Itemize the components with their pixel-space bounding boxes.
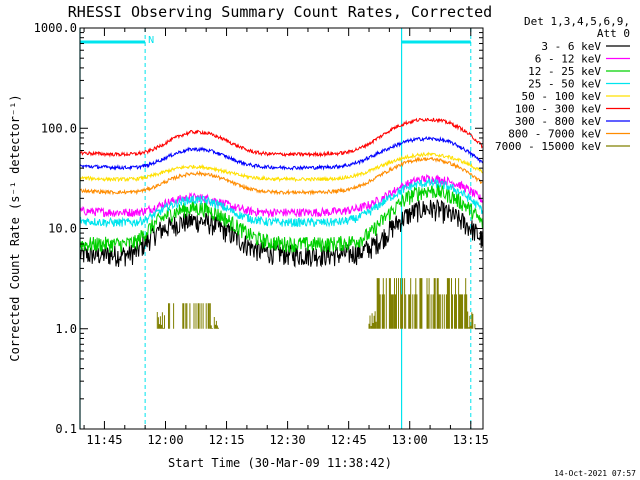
legend-entry: 12 - 25 keV bbox=[528, 65, 630, 78]
series-50-100-keV bbox=[79, 151, 483, 183]
plot-area: N 1000.0 100.0 10.0 1.0 0.1 11:45 12:00 12:15 12… bbox=[34, 21, 489, 447]
x-tick-label: 12:45 bbox=[331, 433, 367, 447]
series-300-800-keV bbox=[79, 136, 483, 171]
series-line bbox=[79, 199, 483, 268]
legend-entry: 25 - 50 keV bbox=[528, 78, 630, 91]
legend-label: 50 - 100 keV bbox=[522, 90, 602, 103]
x-axis-label: Start Time (30-Mar-09 11:38:42) bbox=[168, 456, 392, 470]
legend-label: 3 - 6 keV bbox=[541, 40, 601, 53]
legend-header-line-2: Att 0 bbox=[597, 27, 630, 40]
burst-0 bbox=[156, 303, 219, 329]
legend-label: 12 - 25 keV bbox=[528, 65, 601, 78]
legend-entry: 100 - 300 keV bbox=[515, 103, 630, 116]
legend-entry: 50 - 100 keV bbox=[522, 90, 630, 103]
series-12-25-keV bbox=[79, 184, 483, 253]
legend-header-line-1: Det 1,3,4,5,6,9, bbox=[524, 15, 630, 28]
legend-entry: 300 - 800 keV bbox=[515, 115, 630, 128]
y-axis-label: Corrected Count Rate (s⁻¹ detector⁻¹) bbox=[8, 94, 22, 361]
legend-entry: 800 - 7000 keV bbox=[508, 128, 630, 141]
legend-label: 100 - 300 keV bbox=[515, 103, 601, 116]
x-tick-label: 11:45 bbox=[86, 433, 122, 447]
series-line bbox=[79, 184, 483, 253]
y-tick-label: 0.1 bbox=[55, 422, 77, 436]
series-line bbox=[79, 151, 483, 183]
legend-label: 6 - 12 keV bbox=[535, 53, 602, 66]
x-tick-label: 12:00 bbox=[147, 433, 183, 447]
legend-entry: 6 - 12 keV bbox=[535, 53, 630, 66]
legend-entry: 7000 - 15000 keV bbox=[495, 140, 630, 153]
series-7000-15000-keV bbox=[156, 278, 476, 329]
x-tick-label: 13:15 bbox=[453, 433, 489, 447]
night-flag-label: N bbox=[148, 35, 154, 46]
burst-1 bbox=[368, 278, 476, 329]
series-25-50-keV bbox=[79, 177, 483, 229]
series-3-6-keV bbox=[79, 199, 483, 268]
series-line bbox=[79, 177, 483, 229]
chart-title: RHESSI Observing Summary Count Rates, Co… bbox=[68, 3, 492, 21]
legend-label: 7000 - 15000 keV bbox=[495, 140, 601, 153]
series-800-7000-keV bbox=[79, 156, 483, 196]
series-line bbox=[79, 136, 483, 171]
x-tick-label: 13:00 bbox=[392, 433, 428, 447]
y-tick-label: 10.0 bbox=[48, 222, 77, 236]
legend-label: 800 - 7000 keV bbox=[508, 128, 601, 141]
series-line bbox=[79, 117, 483, 158]
legend-entry: 3 - 6 keV bbox=[541, 40, 630, 53]
flag-layer bbox=[79, 28, 472, 429]
legend-label: 25 - 50 keV bbox=[528, 78, 601, 91]
series-line bbox=[79, 173, 483, 219]
x-tick-label: 12:15 bbox=[208, 433, 244, 447]
series-100-300-keV bbox=[79, 117, 483, 158]
y-tick-label: 100.0 bbox=[41, 121, 77, 135]
series-6-12-keV bbox=[79, 173, 483, 219]
x-tick-label: 12:30 bbox=[270, 433, 306, 447]
plot-frame bbox=[79, 27, 484, 430]
y-tick-label: 1.0 bbox=[55, 322, 77, 336]
y-tick-label: 1000.0 bbox=[34, 21, 77, 35]
legend-label: 300 - 800 keV bbox=[515, 115, 601, 128]
footer-date: 14-Oct-2021 07:57 bbox=[554, 469, 636, 478]
axis-layer: 1000.0 100.0 10.0 1.0 0.1 11:45 12:00 12:15 12:3… bbox=[34, 21, 489, 447]
series-line bbox=[79, 156, 483, 196]
series-layer bbox=[79, 117, 483, 329]
